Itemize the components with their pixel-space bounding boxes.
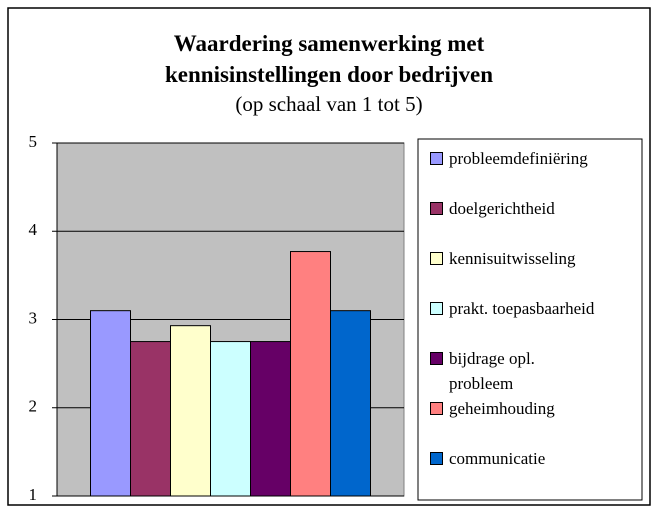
legend-label: kennisuitwisseling [449, 249, 576, 268]
legend-swatch [430, 402, 443, 415]
y-tick-label: 4 [29, 220, 38, 239]
y-tick-label: 2 [29, 397, 38, 416]
bar [130, 341, 171, 497]
legend-label: prakt. toepasbaarheid [449, 299, 595, 318]
legend-entry: probleemdefiniëring [430, 146, 640, 171]
legend-entry: geheimhouding [430, 396, 640, 421]
bar [210, 341, 251, 497]
legend-entry: communicatie [430, 446, 640, 471]
legend-swatch [430, 352, 443, 365]
chart-title: Waardering samenwerking met kennisinstel… [164, 31, 494, 87]
legend-swatch [430, 252, 443, 265]
y-tick-label: 1 [29, 485, 38, 504]
bar [330, 310, 371, 497]
legend-label: probleemdefiniëring [449, 149, 588, 168]
legend-label: bijdrage opl. probleem [449, 349, 535, 393]
legend-swatch [430, 302, 443, 315]
legend-swatch [430, 152, 443, 165]
legend-entry: bijdrage opl. probleem [430, 346, 640, 396]
bar [250, 341, 291, 497]
bar [170, 325, 211, 497]
legend-swatch [430, 202, 443, 215]
y-tick-label: 3 [29, 308, 38, 327]
legend-label: doelgerichtheid [449, 199, 555, 218]
legend-label: communicatie [449, 449, 546, 468]
legend-entry: doelgerichtheid [430, 196, 640, 221]
legend-label: geheimhouding [449, 399, 555, 418]
legend-entry: kennisuitwisseling [430, 246, 640, 271]
bar [90, 310, 131, 497]
legend-swatch [430, 452, 443, 465]
bar [290, 251, 331, 497]
y-tick-label: 5 [29, 132, 38, 151]
legend-box [417, 138, 643, 501]
chart-subtitle: (op schaal van 1 tot 5) [235, 92, 423, 116]
legend-entry: prakt. toepasbaarheid [430, 296, 640, 321]
